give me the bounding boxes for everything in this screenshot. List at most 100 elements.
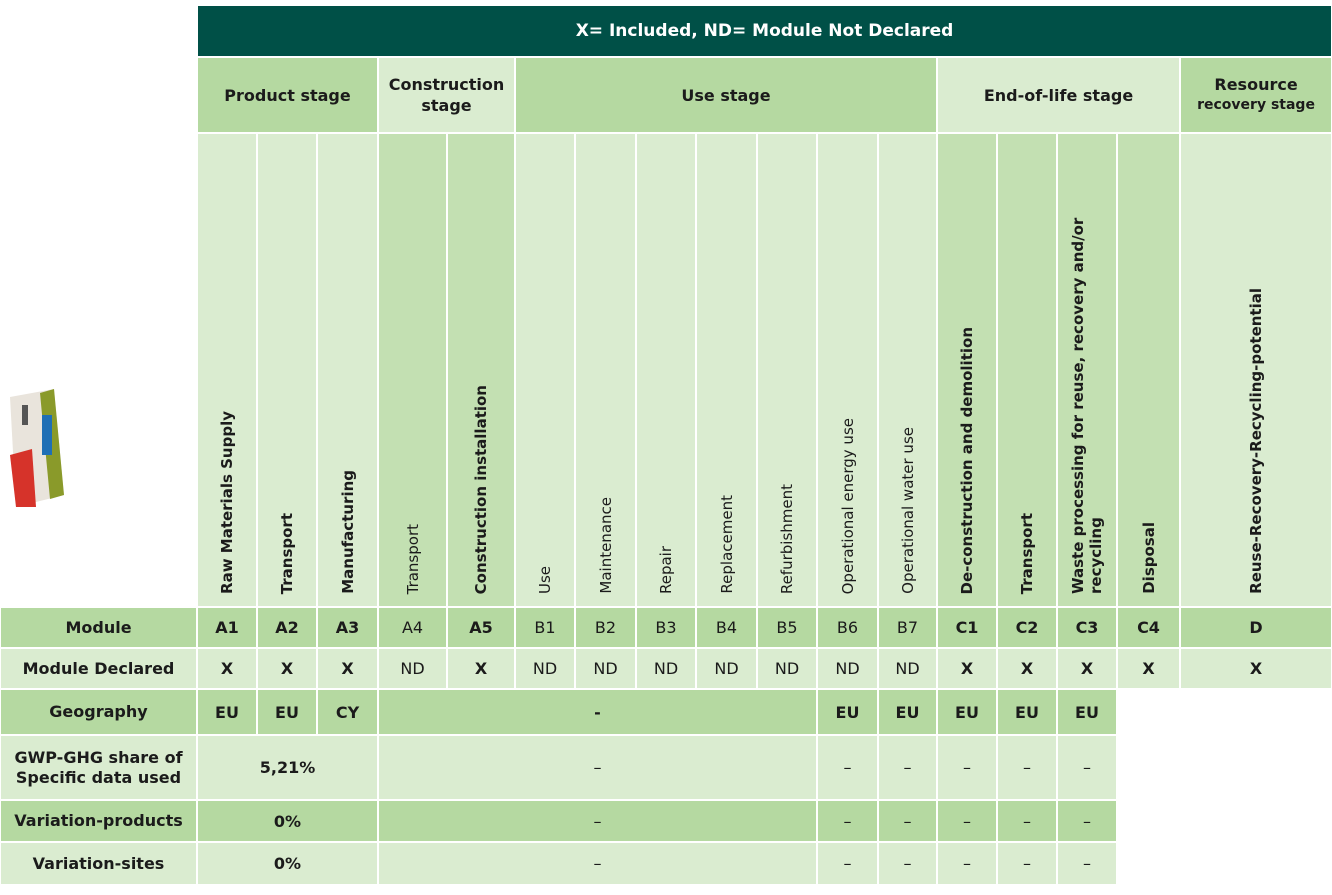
cell: –: [1057, 842, 1117, 885]
column-label: Disposal: [1140, 522, 1158, 594]
column-label: Transport: [278, 513, 296, 594]
page: html, body { margin: 0; padding: 0; widt…: [0, 0, 1332, 895]
stage-cell: End-of-life stage: [937, 57, 1180, 133]
cell: –: [817, 842, 878, 885]
cell: D: [1180, 607, 1332, 648]
stage-label: stage: [379, 95, 514, 116]
column-label: Use: [536, 566, 554, 594]
cell: –: [878, 800, 937, 842]
cell: –: [937, 735, 997, 800]
cell: X: [197, 648, 257, 689]
row-label: GWP-GHG share of Specific data used: [0, 735, 197, 800]
cell: B1: [515, 607, 575, 648]
column-header: Maintenance: [575, 133, 636, 607]
title-row: X= Included, ND= Module Not Declared: [0, 5, 1332, 57]
column-header: Use: [515, 133, 575, 607]
cell: –: [817, 735, 878, 800]
blank-cell: [0, 5, 197, 57]
product-image: [2, 385, 72, 515]
stage-label: recovery stage: [1181, 95, 1331, 116]
cell: X: [1057, 648, 1117, 689]
stage-label: End-of-life stage: [938, 85, 1179, 106]
cell: B2: [575, 607, 636, 648]
bag-text: [22, 405, 28, 425]
row-label: Module Declared: [0, 648, 197, 689]
stage-label: Product stage: [198, 85, 377, 106]
cell: C1: [937, 607, 997, 648]
cell: 0%: [197, 800, 378, 842]
cell: -: [378, 689, 817, 735]
column-header: De-construction and demolition: [937, 133, 997, 607]
cell: B3: [636, 607, 696, 648]
column-header: Disposal: [1117, 133, 1180, 607]
cell: –: [378, 842, 817, 885]
cell: –: [1057, 735, 1117, 800]
cell: EU: [817, 689, 878, 735]
column-label: Operational energy use: [839, 418, 857, 594]
cell: ND: [636, 648, 696, 689]
cell: EU: [937, 689, 997, 735]
cell: –: [378, 800, 817, 842]
cell: –: [937, 800, 997, 842]
blank-cell: [0, 57, 197, 133]
cell: X: [1117, 648, 1180, 689]
cell: –: [997, 800, 1057, 842]
cell: X: [317, 648, 378, 689]
cell: X: [1180, 648, 1332, 689]
column-label: De-construction and demolition: [958, 327, 976, 595]
cell: A1: [197, 607, 257, 648]
row-label: Geography: [0, 689, 197, 735]
column-header: Reuse-Recovery-Recycling-potential: [1180, 133, 1332, 607]
stage-label: Construction: [379, 74, 514, 95]
column-label: Raw Materials Supply: [218, 411, 236, 594]
bag-red: [10, 449, 36, 507]
cell: ND: [575, 648, 636, 689]
cell: ND: [696, 648, 757, 689]
cell: ND: [817, 648, 878, 689]
cell: –: [378, 735, 817, 800]
cell: C2: [997, 607, 1057, 648]
cell: –: [997, 842, 1057, 885]
column-label: Refurbishment: [778, 484, 796, 594]
cell: C4: [1117, 607, 1180, 648]
cell: 5,21%: [197, 735, 378, 800]
cell: –: [878, 842, 937, 885]
cell: CY: [317, 689, 378, 735]
bag-logo: [42, 415, 52, 455]
cell: EU: [878, 689, 937, 735]
column-header: Transport: [257, 133, 317, 607]
cell: EU: [257, 689, 317, 735]
row-label: Variation-products: [0, 800, 197, 842]
column-label: Manufacturing: [339, 470, 357, 594]
column-header: Manufacturing: [317, 133, 378, 607]
column-header: Refurbishment: [757, 133, 817, 607]
table-title: X= Included, ND= Module Not Declared: [197, 5, 1332, 57]
cell: A5: [447, 607, 515, 648]
column-label: Replacement: [718, 495, 736, 594]
column-header: Operational water use: [878, 133, 937, 607]
row-label: Variation-sites: [0, 842, 197, 885]
cell: B7: [878, 607, 937, 648]
column-label: Maintenance: [597, 497, 615, 594]
cell: ND: [378, 648, 447, 689]
cell: X: [937, 648, 997, 689]
cell: X: [257, 648, 317, 689]
column-header: Raw Materials Supply: [197, 133, 257, 607]
column-label: Transport: [1018, 513, 1036, 594]
column-label: Repair: [657, 546, 675, 594]
column-header: Replacement: [696, 133, 757, 607]
column-label: Waste processing for reuse, recovery and…: [1069, 139, 1105, 594]
cell: –: [817, 800, 878, 842]
stage-label: Resource: [1181, 74, 1331, 95]
cell: –: [878, 735, 937, 800]
stage-cell: Product stage: [197, 57, 378, 133]
cell: X: [997, 648, 1057, 689]
